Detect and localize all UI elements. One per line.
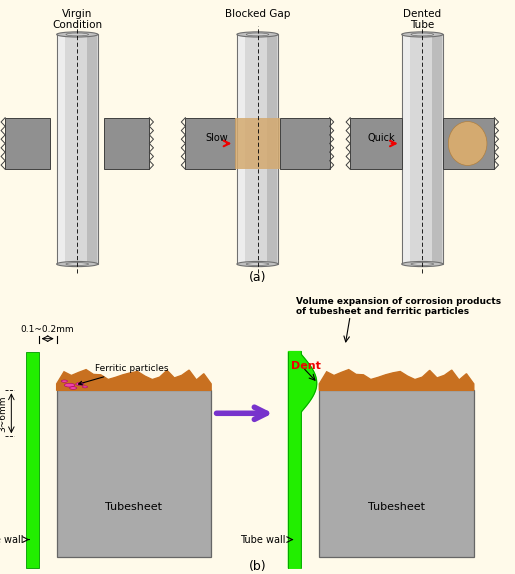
Ellipse shape [61,380,67,382]
Bar [319,390,474,557]
Ellipse shape [411,33,434,36]
Ellipse shape [246,33,269,36]
Ellipse shape [411,263,434,265]
Bar [432,34,442,264]
Text: Tube wall: Tube wall [241,534,286,545]
Bar [185,118,235,169]
Bar [57,390,211,557]
Text: (a): (a) [249,271,266,284]
Ellipse shape [57,262,98,267]
Bar [402,34,443,264]
Text: Tubesheet: Tubesheet [106,502,162,512]
Text: Tube wall: Tube wall [0,534,23,545]
Ellipse shape [237,32,278,37]
Bar [57,34,98,264]
Ellipse shape [66,33,89,36]
Bar [5,118,50,169]
Ellipse shape [402,262,443,267]
Ellipse shape [82,386,88,388]
Bar [280,118,330,169]
Bar [26,351,39,568]
Ellipse shape [448,122,487,165]
Ellipse shape [66,263,89,265]
Bar [237,34,278,264]
Text: Quick: Quick [367,133,395,143]
Text: Dent: Dent [291,361,321,371]
Text: Ferritic particles: Ferritic particles [79,364,169,385]
Text: Virgin
Condition: Virgin Condition [52,9,102,30]
Ellipse shape [57,32,98,37]
Bar [104,118,149,169]
Bar [267,34,277,264]
Bar [403,34,410,264]
Ellipse shape [246,263,269,265]
Bar [443,118,494,169]
Text: Volume expansion of corrosion products
of tubesheet and ferritic particles: Volume expansion of corrosion products o… [296,297,501,316]
Text: 0.1~0.2mm: 0.1~0.2mm [21,325,75,334]
Ellipse shape [237,262,278,267]
Bar [58,34,65,264]
Text: Tubesheet: Tubesheet [368,502,425,512]
Ellipse shape [64,383,75,387]
Text: Slow: Slow [205,133,228,143]
Ellipse shape [76,383,84,386]
Bar [87,34,97,264]
Text: 3~6mm: 3~6mm [0,395,7,432]
Text: (b): (b) [249,560,266,573]
Polygon shape [57,370,211,390]
Ellipse shape [70,387,77,389]
Polygon shape [288,351,317,568]
Bar [238,34,245,264]
Text: Dented
Tube: Dented Tube [403,9,441,30]
Text: Blocked Gap: Blocked Gap [225,9,290,18]
Polygon shape [319,370,474,390]
Ellipse shape [402,32,443,37]
Bar [350,118,402,169]
Bar [235,118,280,169]
